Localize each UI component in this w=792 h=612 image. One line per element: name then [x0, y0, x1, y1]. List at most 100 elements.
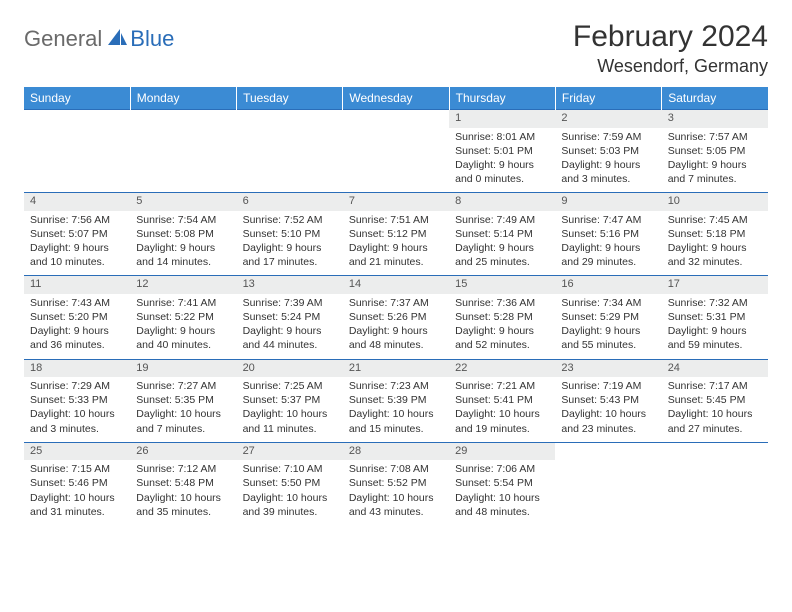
day-number-cell: 7 [343, 193, 449, 211]
day-details-cell: Sunrise: 7:47 AMSunset: 5:16 PMDaylight:… [555, 211, 661, 276]
day-number-cell: 25 [24, 442, 130, 460]
day-number-cell: 29 [449, 442, 555, 460]
bottom-rule [24, 525, 768, 526]
day-number-cell: 16 [555, 276, 661, 294]
day-number-cell: 13 [237, 276, 343, 294]
day-details-cell: Sunrise: 7:36 AMSunset: 5:28 PMDaylight:… [449, 294, 555, 359]
day-number-cell: 12 [130, 276, 236, 294]
day-details-cell: Sunrise: 7:25 AMSunset: 5:37 PMDaylight:… [237, 377, 343, 442]
location-subtitle: Wesendorf, Germany [573, 56, 768, 77]
day-number-cell: 9 [555, 193, 661, 211]
header: General Blue February 2024 Wesendorf, Ge… [24, 20, 768, 77]
day-number-cell: 19 [130, 359, 236, 377]
day-details-row: Sunrise: 8:01 AMSunset: 5:01 PMDaylight:… [24, 128, 768, 193]
day-details-cell: Sunrise: 7:06 AMSunset: 5:54 PMDaylight:… [449, 460, 555, 525]
day-number-cell: 3 [662, 110, 768, 128]
day-details-cell: Sunrise: 7:56 AMSunset: 5:07 PMDaylight:… [24, 211, 130, 276]
day-number-cell [555, 442, 661, 460]
day-details-cell: Sunrise: 7:45 AMSunset: 5:18 PMDaylight:… [662, 211, 768, 276]
day-details-cell: Sunrise: 7:29 AMSunset: 5:33 PMDaylight:… [24, 377, 130, 442]
bottom-rule-row [24, 525, 768, 526]
day-number-cell: 8 [449, 193, 555, 211]
day-details-cell [130, 128, 236, 193]
day-number-cell: 27 [237, 442, 343, 460]
day-number-cell: 5 [130, 193, 236, 211]
day-details-row: Sunrise: 7:15 AMSunset: 5:46 PMDaylight:… [24, 460, 768, 525]
title-block: February 2024 Wesendorf, Germany [573, 20, 768, 77]
day-details-row: Sunrise: 7:29 AMSunset: 5:33 PMDaylight:… [24, 377, 768, 442]
day-details-cell: Sunrise: 7:15 AMSunset: 5:46 PMDaylight:… [24, 460, 130, 525]
day-number-row: 123 [24, 110, 768, 128]
day-number-cell [237, 110, 343, 128]
day-number-cell: 22 [449, 359, 555, 377]
calendar-table: SundayMondayTuesdayWednesdayThursdayFrid… [24, 87, 768, 526]
day-number-row: 11121314151617 [24, 276, 768, 294]
day-number-row: 2526272829 [24, 442, 768, 460]
day-details-cell: Sunrise: 8:01 AMSunset: 5:01 PMDaylight:… [449, 128, 555, 193]
day-number-cell: 28 [343, 442, 449, 460]
day-number-cell: 11 [24, 276, 130, 294]
logo-sail-icon [106, 27, 128, 52]
day-number-cell: 17 [662, 276, 768, 294]
day-details-cell: Sunrise: 7:34 AMSunset: 5:29 PMDaylight:… [555, 294, 661, 359]
day-number-cell [130, 110, 236, 128]
day-details-cell: Sunrise: 7:23 AMSunset: 5:39 PMDaylight:… [343, 377, 449, 442]
logo-text-general: General [24, 26, 102, 52]
weekday-header: Tuesday [237, 87, 343, 110]
day-details-cell: Sunrise: 7:08 AMSunset: 5:52 PMDaylight:… [343, 460, 449, 525]
day-details-cell: Sunrise: 7:17 AMSunset: 5:45 PMDaylight:… [662, 377, 768, 442]
day-number-cell: 14 [343, 276, 449, 294]
day-number-cell: 6 [237, 193, 343, 211]
day-details-cell: Sunrise: 7:32 AMSunset: 5:31 PMDaylight:… [662, 294, 768, 359]
day-details-row: Sunrise: 7:56 AMSunset: 5:07 PMDaylight:… [24, 211, 768, 276]
day-details-cell: Sunrise: 7:52 AMSunset: 5:10 PMDaylight:… [237, 211, 343, 276]
day-details-cell: Sunrise: 7:39 AMSunset: 5:24 PMDaylight:… [237, 294, 343, 359]
day-details-row: Sunrise: 7:43 AMSunset: 5:20 PMDaylight:… [24, 294, 768, 359]
day-number-row: 45678910 [24, 193, 768, 211]
logo-text-blue: Blue [130, 26, 174, 52]
day-number-cell: 15 [449, 276, 555, 294]
day-number-cell: 10 [662, 193, 768, 211]
day-number-cell: 4 [24, 193, 130, 211]
day-details-cell: Sunrise: 7:49 AMSunset: 5:14 PMDaylight:… [449, 211, 555, 276]
day-number-cell [343, 110, 449, 128]
day-number-cell [24, 110, 130, 128]
day-details-cell: Sunrise: 7:43 AMSunset: 5:20 PMDaylight:… [24, 294, 130, 359]
day-number-cell: 18 [24, 359, 130, 377]
day-number-cell: 26 [130, 442, 236, 460]
day-details-cell: Sunrise: 7:54 AMSunset: 5:08 PMDaylight:… [130, 211, 236, 276]
day-number-cell: 1 [449, 110, 555, 128]
day-number-cell: 20 [237, 359, 343, 377]
weekday-header: Friday [555, 87, 661, 110]
weekday-header: Monday [130, 87, 236, 110]
weekday-header-row: SundayMondayTuesdayWednesdayThursdayFrid… [24, 87, 768, 110]
month-title: February 2024 [573, 20, 768, 54]
day-details-cell: Sunrise: 7:59 AMSunset: 5:03 PMDaylight:… [555, 128, 661, 193]
day-details-cell: Sunrise: 7:37 AMSunset: 5:26 PMDaylight:… [343, 294, 449, 359]
day-details-cell: Sunrise: 7:41 AMSunset: 5:22 PMDaylight:… [130, 294, 236, 359]
day-number-row: 18192021222324 [24, 359, 768, 377]
weekday-header: Thursday [449, 87, 555, 110]
day-details-cell [24, 128, 130, 193]
weekday-header: Sunday [24, 87, 130, 110]
logo: General Blue [24, 20, 174, 52]
day-number-cell: 24 [662, 359, 768, 377]
day-details-cell: Sunrise: 7:10 AMSunset: 5:50 PMDaylight:… [237, 460, 343, 525]
weekday-header: Wednesday [343, 87, 449, 110]
calendar-body: 123Sunrise: 8:01 AMSunset: 5:01 PMDaylig… [24, 110, 768, 526]
day-number-cell [662, 442, 768, 460]
day-number-cell: 21 [343, 359, 449, 377]
day-details-cell [343, 128, 449, 193]
day-details-cell: Sunrise: 7:21 AMSunset: 5:41 PMDaylight:… [449, 377, 555, 442]
day-details-cell: Sunrise: 7:57 AMSunset: 5:05 PMDaylight:… [662, 128, 768, 193]
weekday-header: Saturday [662, 87, 768, 110]
day-details-cell: Sunrise: 7:27 AMSunset: 5:35 PMDaylight:… [130, 377, 236, 442]
day-details-cell: Sunrise: 7:51 AMSunset: 5:12 PMDaylight:… [343, 211, 449, 276]
day-details-cell: Sunrise: 7:19 AMSunset: 5:43 PMDaylight:… [555, 377, 661, 442]
day-details-cell [555, 460, 661, 525]
day-number-cell: 23 [555, 359, 661, 377]
day-details-cell [662, 460, 768, 525]
day-number-cell: 2 [555, 110, 661, 128]
day-details-cell [237, 128, 343, 193]
day-details-cell: Sunrise: 7:12 AMSunset: 5:48 PMDaylight:… [130, 460, 236, 525]
